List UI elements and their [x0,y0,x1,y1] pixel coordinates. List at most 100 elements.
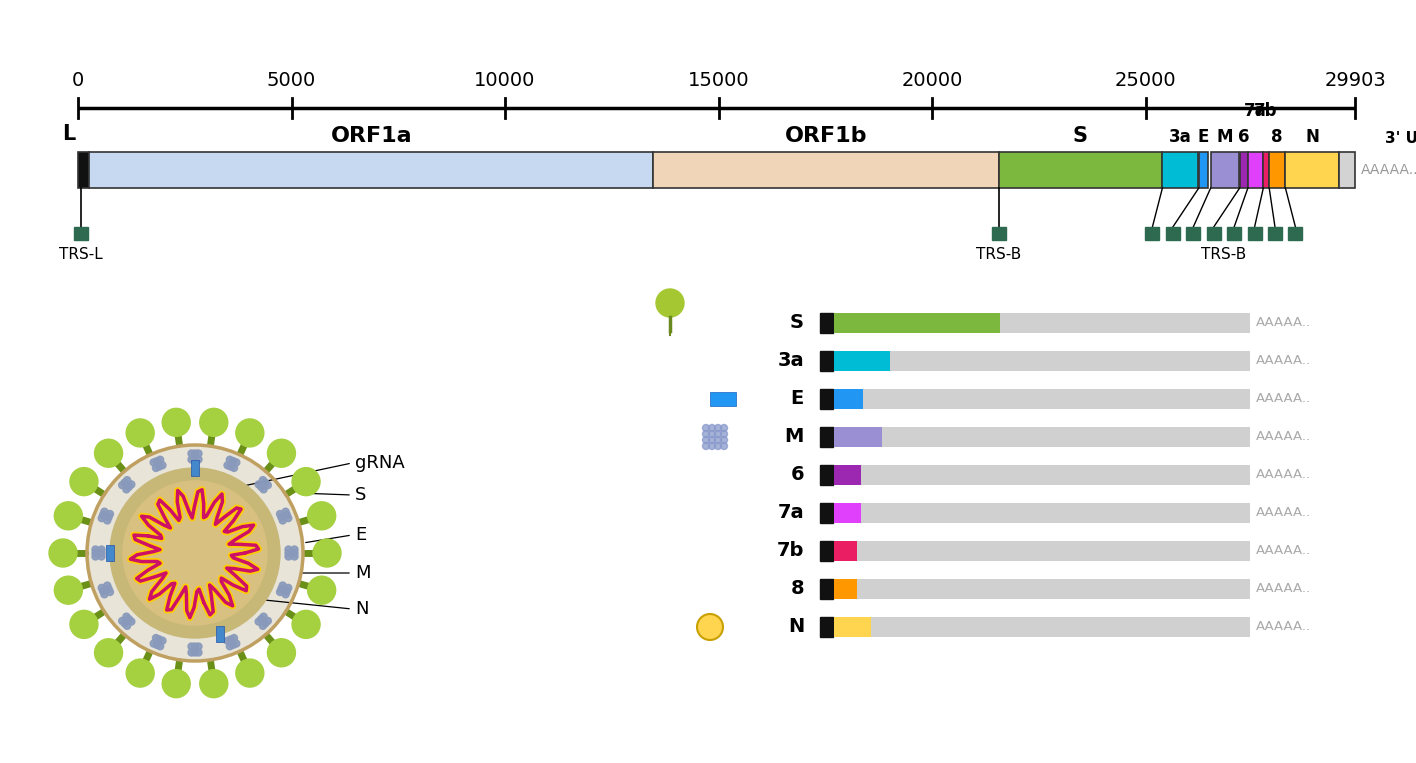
FancyBboxPatch shape [89,152,653,188]
Circle shape [229,458,236,465]
Circle shape [123,613,130,620]
Circle shape [236,419,263,447]
FancyBboxPatch shape [991,227,1005,240]
Circle shape [127,618,135,625]
Circle shape [153,635,160,642]
Circle shape [119,617,126,624]
Circle shape [228,636,234,643]
FancyBboxPatch shape [1187,227,1201,240]
FancyBboxPatch shape [1267,227,1281,240]
Text: 25000: 25000 [1114,71,1177,90]
Circle shape [123,477,130,484]
Text: M: M [1216,128,1233,146]
Circle shape [278,585,285,592]
FancyBboxPatch shape [857,579,1250,599]
Text: 6: 6 [1238,128,1249,146]
Circle shape [69,610,98,639]
Circle shape [103,517,110,524]
Circle shape [98,546,105,553]
FancyBboxPatch shape [1165,227,1180,240]
Circle shape [715,443,722,449]
FancyBboxPatch shape [709,392,736,406]
Circle shape [255,618,262,625]
Circle shape [126,659,154,687]
Circle shape [119,481,126,488]
FancyBboxPatch shape [891,351,1250,371]
Circle shape [163,408,190,436]
Circle shape [195,456,202,463]
Circle shape [268,639,296,667]
FancyBboxPatch shape [820,427,833,447]
Circle shape [258,616,265,623]
Circle shape [715,424,722,432]
Circle shape [279,582,286,589]
Text: S: S [1073,126,1087,146]
Text: 3a: 3a [1168,128,1191,146]
Circle shape [656,289,684,317]
Circle shape [101,508,108,515]
Circle shape [99,588,106,594]
Circle shape [95,439,123,467]
Circle shape [105,585,112,592]
Text: 7a: 7a [777,504,804,523]
FancyBboxPatch shape [861,503,1250,523]
Circle shape [98,515,105,522]
Circle shape [122,620,127,627]
Circle shape [188,450,195,457]
FancyBboxPatch shape [820,313,833,333]
FancyBboxPatch shape [217,626,224,642]
Circle shape [163,670,190,697]
Text: 15000: 15000 [688,71,749,90]
Circle shape [282,591,289,598]
FancyBboxPatch shape [78,152,89,188]
Circle shape [105,513,112,520]
Circle shape [259,477,266,484]
Circle shape [231,635,238,642]
Text: S: S [790,314,804,333]
FancyBboxPatch shape [191,460,200,476]
Text: gRNA: gRNA [355,454,405,472]
Circle shape [99,511,106,518]
Circle shape [292,546,297,553]
Circle shape [708,430,715,437]
Circle shape [282,508,289,515]
Circle shape [110,468,280,638]
Text: M: M [355,564,371,582]
Circle shape [224,637,231,644]
Circle shape [98,584,105,591]
Circle shape [103,582,110,589]
FancyBboxPatch shape [820,465,833,485]
FancyBboxPatch shape [882,427,1250,447]
Circle shape [98,549,105,556]
Circle shape [159,637,166,644]
Circle shape [279,517,286,524]
Circle shape [268,439,296,467]
Circle shape [191,450,198,457]
FancyBboxPatch shape [834,427,882,447]
FancyBboxPatch shape [820,351,833,371]
Circle shape [258,484,265,491]
Circle shape [123,481,268,625]
Circle shape [86,445,303,661]
FancyBboxPatch shape [1286,152,1340,188]
Circle shape [715,430,722,437]
FancyBboxPatch shape [1228,227,1242,240]
Circle shape [92,546,99,553]
Circle shape [285,553,292,560]
Text: ORF1b: ORF1b [784,126,867,146]
Circle shape [200,408,228,436]
FancyBboxPatch shape [1247,152,1263,188]
Circle shape [69,468,98,496]
Circle shape [153,458,160,465]
FancyBboxPatch shape [74,227,88,240]
Text: L: L [62,124,75,144]
Circle shape [265,617,272,624]
Circle shape [191,456,198,463]
FancyBboxPatch shape [1289,227,1303,240]
Circle shape [101,591,108,598]
FancyBboxPatch shape [653,152,998,188]
Text: 29903: 29903 [1324,71,1386,90]
Circle shape [231,465,238,472]
Circle shape [708,443,715,449]
Text: 8: 8 [790,580,804,598]
